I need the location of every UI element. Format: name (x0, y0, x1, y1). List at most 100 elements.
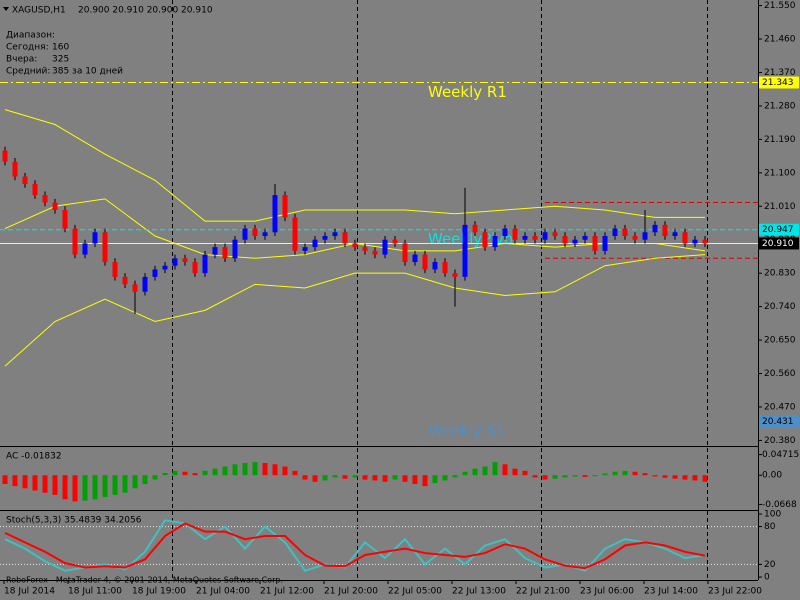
candle-body (522, 236, 528, 240)
day-separators (172, 0, 708, 580)
price-tag-label: 21.343 (762, 78, 794, 88)
price-tick-label: 20.470 (764, 402, 796, 412)
ac-bar (492, 462, 498, 476)
candle-body (262, 232, 268, 237)
candle-body (232, 239, 238, 259)
candle-body (552, 232, 558, 237)
candle-body (312, 239, 318, 248)
ac-bar (612, 471, 618, 476)
ac-bar (652, 475, 658, 477)
candle-body (132, 284, 138, 292)
price-tick-label: 21.550 (764, 1, 796, 11)
info-value: 160 (52, 43, 69, 53)
ac-bar (532, 475, 538, 478)
candle-body (482, 232, 488, 248)
candle-body (462, 224, 468, 277)
ac-bar (662, 475, 668, 478)
candle-body (642, 232, 648, 240)
candle-body (172, 258, 178, 266)
price-tag-label: 20.947 (762, 225, 794, 235)
ac-bar (122, 475, 128, 493)
price-tick-label: 21.100 (764, 168, 796, 178)
ac-tick-label: -0.0668 (762, 500, 797, 510)
candle-body (152, 269, 158, 277)
candle-body (82, 243, 88, 255)
candle-body (692, 239, 698, 244)
info-label: Вчера: (6, 55, 37, 65)
ac-bar (482, 466, 488, 476)
time-label: 23 Jul 06:00 (580, 587, 634, 597)
stoch-tick-label: 0 (764, 573, 770, 583)
ac-bar (12, 475, 18, 487)
ac-bar (352, 475, 358, 478)
candle-body (182, 258, 188, 263)
ac-bar (512, 468, 518, 476)
price-tag (759, 415, 799, 428)
ac-bar (192, 473, 198, 476)
ac-bar (252, 462, 258, 476)
ac-bar (272, 464, 278, 476)
candle-body (512, 228, 518, 240)
candle-body (22, 176, 28, 184)
candle-body (32, 183, 38, 196)
ac-bar (632, 471, 638, 476)
ac-bar (282, 466, 288, 476)
price-tick-label: 21.370 (764, 68, 796, 78)
price-tick-label: 20.380 (764, 436, 796, 446)
ac-bar (642, 473, 648, 476)
ac-bar (402, 475, 408, 482)
stoch-tick-label: 100 (764, 510, 781, 520)
ac-bar (322, 475, 328, 481)
ac-label: AC -0.01832 (6, 452, 62, 462)
ac-bar (182, 471, 188, 476)
ac-bar (582, 475, 588, 477)
price-tag (759, 76, 799, 89)
candle-body (122, 276, 128, 285)
candle-body (242, 228, 248, 240)
candle-body (542, 232, 548, 240)
ac-bar (552, 475, 558, 479)
bid-tag (759, 237, 799, 250)
time-label: 21 Jul 12:00 (260, 587, 314, 597)
info-label: Средний: (6, 67, 50, 77)
candle-body (62, 209, 68, 229)
candle-body (562, 236, 568, 244)
candle-body (672, 232, 678, 237)
ac-bar (572, 475, 578, 477)
stoch-label: Stoch(5,3,3) 35.4839 34.2056 (6, 516, 142, 526)
ac-bar (22, 475, 28, 489)
ac-bar (62, 475, 68, 500)
ac-bar (542, 475, 548, 480)
ac-bar (92, 475, 98, 500)
candle-body (662, 224, 668, 237)
ac-bar (262, 462, 268, 476)
symbol: XAGUSD,H1 (12, 6, 66, 16)
ac-bar (332, 475, 338, 478)
price-tick-label: 21.190 (764, 135, 796, 145)
ac-bar (242, 462, 248, 476)
symbol-menu-arrow[interactable] (3, 7, 9, 11)
ac-bar (682, 475, 688, 480)
candle-body (92, 232, 98, 244)
candle-body (442, 262, 448, 274)
ac-bar (312, 475, 318, 482)
candle-body (392, 239, 398, 244)
ac-bar (162, 473, 168, 476)
ac-bar (32, 475, 38, 491)
price-tick-label: 21.280 (764, 101, 796, 111)
time-label: 21 Jul 20:00 (324, 587, 378, 597)
ac-bar (412, 475, 418, 484)
candle-body (452, 273, 458, 277)
info-value: 325 (52, 55, 69, 65)
ac-bar (112, 475, 118, 495)
candle-body (322, 236, 328, 240)
candle-body (372, 250, 378, 255)
candle-body (192, 262, 198, 274)
candle-body (342, 232, 348, 244)
candle-body (472, 224, 478, 233)
candle-body (582, 236, 588, 240)
band-upper (4, 109, 705, 222)
info-label: Сегодня: (6, 43, 49, 53)
ac-bar (382, 475, 388, 482)
candle-body (292, 217, 298, 251)
